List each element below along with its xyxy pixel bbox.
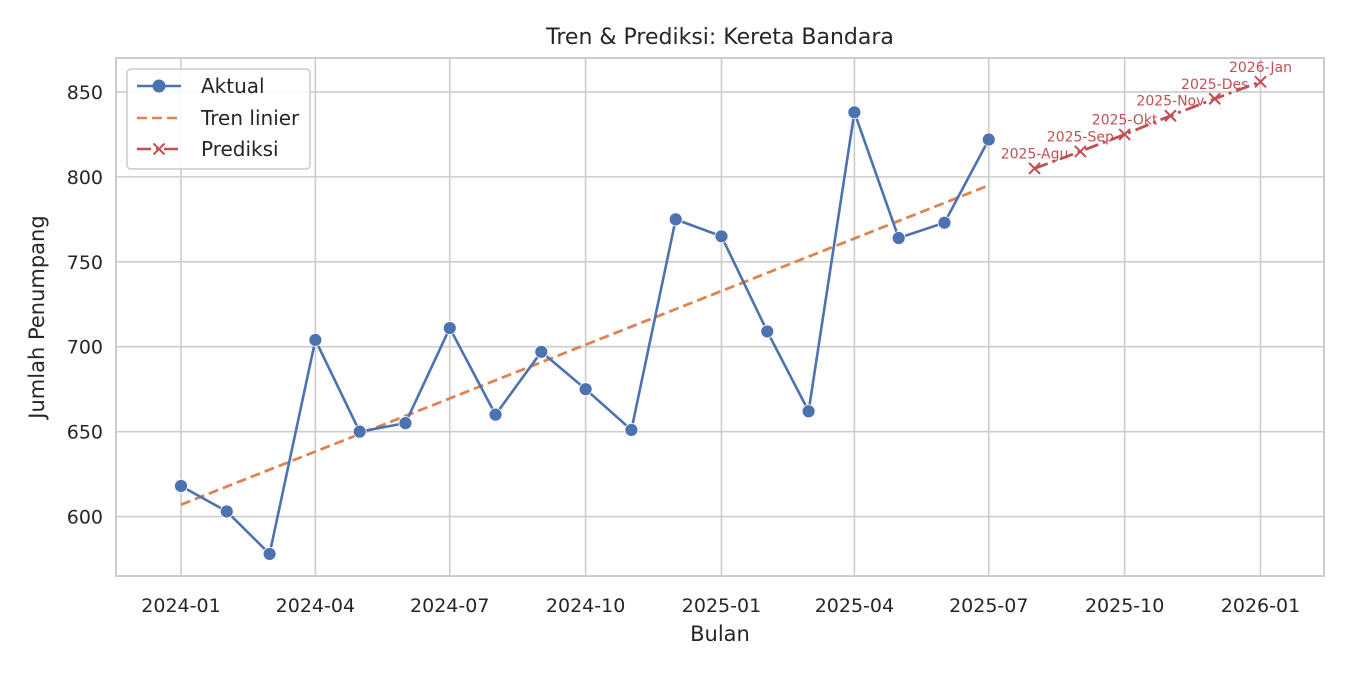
prediction-label: 2025-Agu [1001,146,1069,162]
y-tick-label: 650 [67,422,103,444]
prediction-label: 2025-Des [1181,77,1248,93]
prediction-point [1208,92,1221,105]
y-tick-label: 800 [67,167,103,189]
x-tick-label: 2025-10 [1085,595,1164,617]
legend-label: Prediksi [201,137,279,161]
legend-box [126,68,311,170]
legend-item-tren-linier: Tren linier [137,106,300,130]
prediction-label: 2025-Sep [1047,129,1114,145]
actual-point [174,479,188,493]
actual-point [891,231,906,245]
y-tick-label: 600 [67,507,103,529]
actual-point [352,424,367,439]
x-ticks: 2024-01 2024-04 2024-07 2024-10 2025-01 2025-… [141,595,1300,617]
x-tick-label: 2026-01 [1221,595,1300,617]
chart-title: Tren & Prediksi: Kereta Bandara [545,25,894,50]
prediction-point [1164,109,1177,122]
x-tick-label: 2024-10 [546,595,625,617]
prediction-label: 2025-Nov [1136,94,1204,110]
actual-point [760,324,775,339]
legend-marker-x [152,142,166,156]
legend-label: Tren linier [200,106,300,130]
legend-label: Aktual [201,74,265,98]
x-tick-label: 2025-07 [949,595,1028,617]
actual-point [578,382,593,397]
prediction-point [1254,75,1267,88]
prediction-line [1034,80,1261,170]
prediction-point [1118,128,1131,141]
legend: Aktual Tren linier Prediksi [126,68,311,170]
x-tick-label: 2024-01 [141,595,220,617]
legend-item-prediksi: Prediksi [137,137,279,161]
actual-point [624,423,639,437]
prediction-point [1074,145,1087,158]
x-axis-label: Bulan [690,622,750,646]
prediction-label: 2026-Jan [1229,60,1292,76]
actual-point [442,321,457,335]
actual-point [308,333,323,347]
x-tick-label: 2025-04 [815,595,894,617]
x-tick-label: 2024-04 [276,595,355,617]
actual-point [219,504,234,519]
y-tick-label: 850 [67,82,103,104]
prediction-point [1028,162,1041,175]
actual-point [668,212,683,227]
actual-point [714,229,729,244]
plot-frame [115,57,1325,577]
prediction-label: 2025-Okt [1092,112,1158,128]
actual-point [488,407,503,422]
actual-point [262,547,277,561]
legend-item-aktual: Aktual [137,74,265,98]
actual-point [801,404,816,419]
y-ticks: 600 650 700 750 800 850 [67,82,103,529]
actual-point [937,215,952,230]
actual-point [534,344,549,359]
legend-marker-circle [152,79,166,93]
trend-line [180,184,990,506]
actual-point [398,416,413,431]
y-tick-label: 750 [67,252,103,274]
actual-point [847,105,862,120]
actual-point [981,132,996,147]
y-tick-label: 700 [67,337,103,359]
x-tick-label: 2025-01 [682,595,761,617]
x-tick-label: 2024-07 [410,595,489,617]
y-axis-label: Jumlah Penumpang [25,215,49,420]
